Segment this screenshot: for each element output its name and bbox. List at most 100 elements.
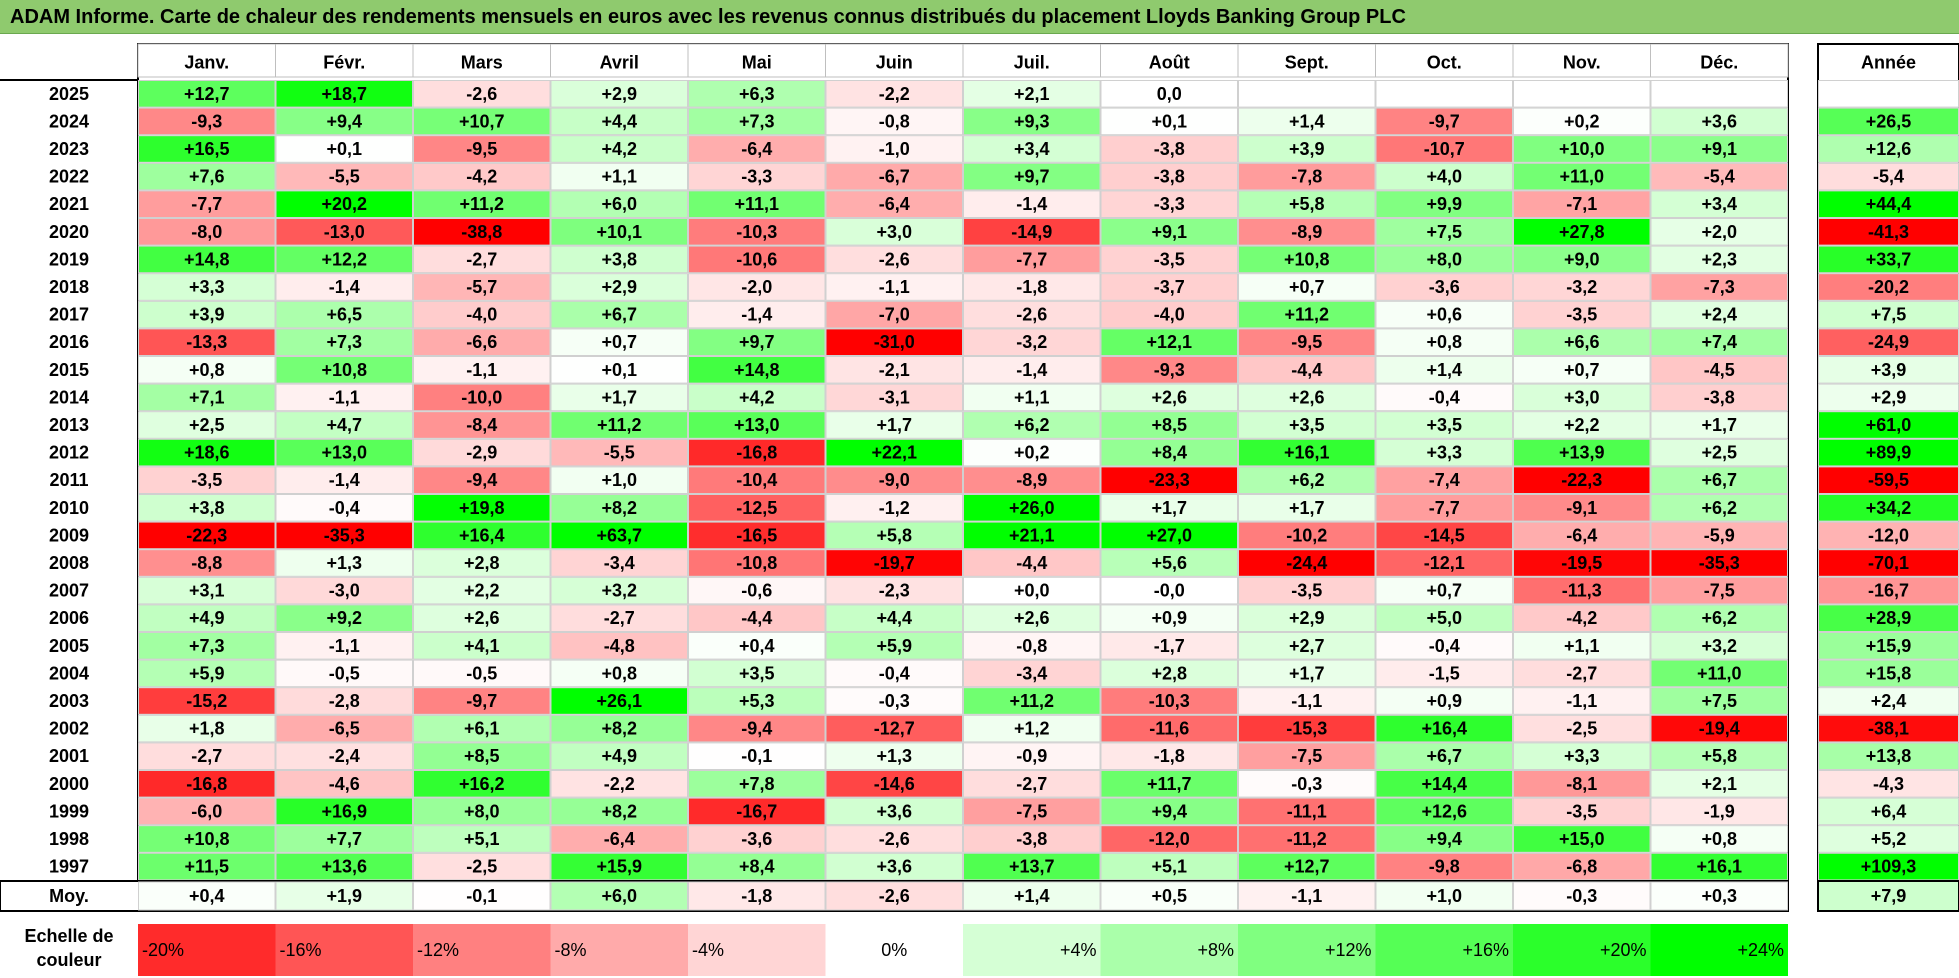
heatmap-cell-value: -1,4 <box>329 277 360 297</box>
heatmap-cell-value: +4,2 <box>601 139 637 159</box>
color-scale-swatch <box>1238 924 1376 976</box>
heatmap-cell-value: +3,2 <box>601 581 637 601</box>
heatmap-cell-value: +3,9 <box>1289 139 1325 159</box>
heatmap-cell <box>688 356 826 384</box>
heatmap-cell <box>550 80 688 108</box>
row-year-label: 2007 <box>49 581 89 601</box>
row-year-label: 2018 <box>49 277 89 297</box>
heatmap-cell-value: +1,3 <box>326 553 362 573</box>
heatmap-cell <box>138 632 276 660</box>
heatmap-cell <box>413 770 551 798</box>
heatmap-cell-value: +27,0 <box>1146 525 1192 545</box>
heatmap-cell <box>1100 494 1238 522</box>
heatmap-cell <box>413 135 551 163</box>
heatmap-cell <box>825 273 963 301</box>
heatmap-cell <box>825 466 963 494</box>
heatmap-cell <box>1100 659 1238 688</box>
heatmap-cell-value: +2,6 <box>1289 387 1325 407</box>
row-year-label: 2004 <box>49 663 89 683</box>
heatmap-cell-value: +1,7 <box>1151 498 1187 518</box>
annual-cell <box>1818 466 1959 494</box>
heatmap-cell-value: -2,5 <box>466 857 497 877</box>
heatmap-cell-value: +11,2 <box>597 415 642 435</box>
heatmap-cell <box>963 494 1101 522</box>
heatmap-cell-value: -9,4 <box>466 470 497 490</box>
heatmap-cell-value: +8,0 <box>1426 249 1462 269</box>
heatmap-cell-value: -2,9 <box>466 443 497 463</box>
heatmap-cell <box>1100 328 1238 356</box>
heatmap-cell-value: +16,4 <box>459 525 505 545</box>
heatmap-cell <box>138 797 276 826</box>
heatmap-cell-value: -4,5 <box>1704 360 1735 380</box>
month-header-3: Mars <box>461 53 503 73</box>
heatmap-cell-value: +6,2 <box>1014 415 1050 435</box>
heatmap-cell-value: -10,0 <box>461 387 502 407</box>
heatmap-cell-value: +2,9 <box>1289 608 1325 628</box>
heatmap-cell <box>138 549 276 577</box>
heatmap-cell-value: +4,9 <box>601 746 637 766</box>
heatmap-cell <box>275 245 413 274</box>
heatmap-cell-value: -6,0 <box>191 801 222 821</box>
heatmap-cell <box>688 659 826 688</box>
heatmap-cell-value: +3,1 <box>189 581 225 601</box>
heatmap-cell <box>1375 245 1513 274</box>
average-annual-value: +7,9 <box>1871 886 1907 906</box>
heatmap-cell <box>550 632 688 660</box>
heatmap-cell-value: +3,5 <box>739 663 775 683</box>
page-title: ADAM Informe. Carte de chaleur des rende… <box>10 6 1406 28</box>
heatmap-cell-value: -9,3 <box>191 111 222 131</box>
heatmap-cell <box>1238 300 1376 329</box>
heatmap-cell-value: -0,5 <box>466 663 497 683</box>
heatmap-cell-value: +4,0 <box>1426 167 1462 187</box>
heatmap-cell <box>1238 383 1376 412</box>
heatmap-cell <box>1650 300 1788 329</box>
heatmap-cell-value: +6,0 <box>601 194 637 214</box>
heatmap-cell-value: +1,7 <box>876 415 912 435</box>
heatmap-cell <box>1238 687 1376 715</box>
row-year-label: 2021 <box>49 194 89 214</box>
heatmap-cell <box>1238 438 1376 467</box>
heatmap-cell-value: +8,5 <box>1151 415 1187 435</box>
color-scale-swatch <box>275 924 413 976</box>
heatmap-cell <box>1238 494 1376 522</box>
heatmap-cell <box>825 852 963 881</box>
heatmap-cell <box>413 190 551 218</box>
heatmap-cell-value: +3,0 <box>876 222 912 242</box>
heatmap-cell-value: -12,5 <box>736 498 777 518</box>
month-header-cell <box>1237 43 1376 78</box>
heatmap-cell-value: -0,4 <box>329 498 360 518</box>
heatmap-cell-value: -3,2 <box>1016 332 1047 352</box>
heatmap-cell <box>275 604 413 633</box>
heatmap-cell-value: +6,7 <box>1701 470 1737 490</box>
row-year-label: 2013 <box>49 415 89 435</box>
heatmap-cell-value: -3,5 <box>1566 801 1597 821</box>
heatmap-cell-value: +3,4 <box>1701 194 1737 214</box>
heatmap-cell <box>825 632 963 660</box>
heatmap-cell <box>275 218 413 246</box>
heatmap-cell <box>550 273 688 301</box>
heatmap-cell-value: -23,3 <box>1149 470 1190 490</box>
heatmap-cell-value: -3,8 <box>1704 387 1735 407</box>
heatmap-cell-value: +5,9 <box>876 636 912 656</box>
heatmap-cell <box>1650 135 1788 163</box>
row-year-label: 2009 <box>49 525 89 545</box>
heatmap-cell <box>275 549 413 577</box>
heatmap-cell <box>1650 190 1788 218</box>
month-header-cell <box>275 43 414 78</box>
color-scale-tick: -4% <box>692 940 724 960</box>
heatmap-cell-value: +1,1 <box>601 167 637 187</box>
heatmap-cell <box>1375 300 1513 329</box>
heatmap-cell <box>413 632 551 660</box>
heatmap-cell-value: +12,7 <box>184 84 230 104</box>
heatmap-cell-value: +6,6 <box>1564 332 1600 352</box>
heatmap-cell <box>550 383 688 412</box>
heatmap-cell-value: +9,7 <box>1014 167 1050 187</box>
heatmap-cell-value: +2,9 <box>601 277 637 297</box>
heatmap-cell <box>688 852 826 881</box>
heatmap-cell-value: -12,0 <box>1149 829 1190 849</box>
color-scale-swatch <box>688 924 826 976</box>
heatmap-cell <box>1513 438 1651 467</box>
heatmap-cell <box>275 273 413 301</box>
heatmap-cell <box>1100 687 1238 715</box>
heatmap-cell-value: +0,8 <box>1426 332 1462 352</box>
